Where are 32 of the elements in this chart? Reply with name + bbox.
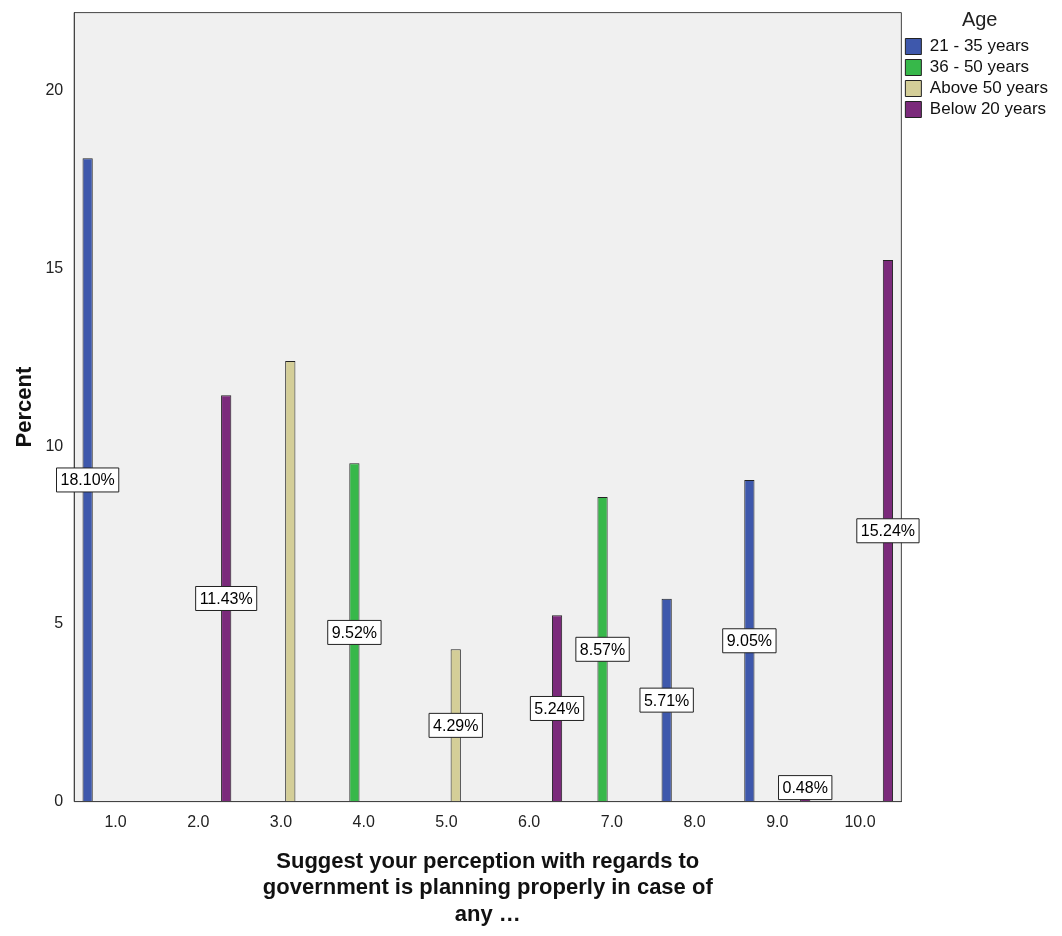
x-tick-label: 2.0 <box>187 812 210 830</box>
y-tick-label: 0 <box>54 792 64 810</box>
x-tick-label: 8.0 <box>683 812 706 830</box>
y-tick-label: 5 <box>54 614 64 632</box>
legend-label: 21 - 35 years <box>929 36 1030 56</box>
data-label: 8.57% <box>579 640 626 658</box>
x-tick-label: 5.0 <box>435 812 458 830</box>
data-label: 18.10% <box>60 471 115 489</box>
x-tick-label: 7.0 <box>600 812 624 830</box>
x-tick-label: 3.0 <box>269 812 293 830</box>
data-label: 0.48% <box>782 779 828 797</box>
x-axis-title: Suggest your perception with regards to government is planning properly in case of any … <box>262 848 714 926</box>
y-tick-label: 20 <box>45 81 64 99</box>
data-label: 4.29% <box>433 716 479 734</box>
y-tick-label: 10 <box>45 436 64 454</box>
legend-label: 36 - 50 years <box>929 57 1030 77</box>
data-label: 9.05% <box>726 632 773 650</box>
data-label: 9.52% <box>331 623 378 641</box>
data-label: 5.24% <box>534 699 580 717</box>
y-axis-title: Percent <box>11 366 37 448</box>
y-tick-label: 15 <box>45 258 64 276</box>
legend-title: Age <box>961 7 998 30</box>
data-label: 11.43% <box>199 589 253 607</box>
data-label: 5.71% <box>643 691 690 709</box>
x-tick-label: 4.0 <box>352 812 375 830</box>
legend-label: Below 20 years <box>929 99 1047 119</box>
legend-label: Above 50 years <box>929 78 1049 98</box>
x-tick-label: 10.0 <box>844 812 876 830</box>
x-tick-label: 9.0 <box>766 812 789 830</box>
data-label: 15.24% <box>860 522 916 540</box>
x-tick-label: 1.0 <box>104 812 127 830</box>
x-tick-label: 6.0 <box>518 812 541 830</box>
